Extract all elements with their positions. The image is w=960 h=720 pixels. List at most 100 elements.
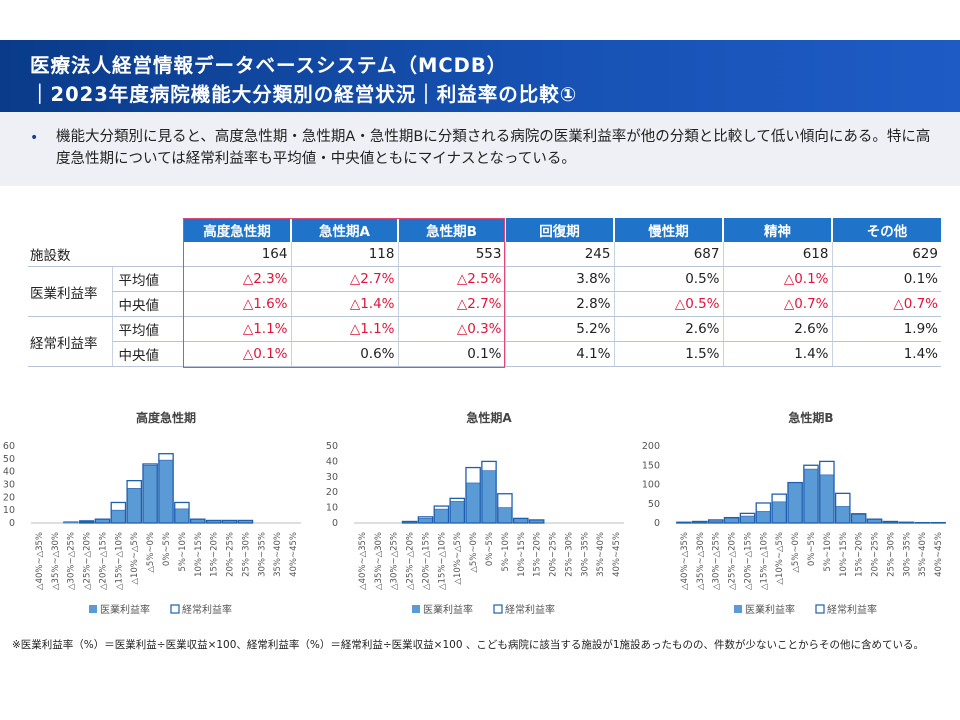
legend-label: 経常利益率 bbox=[827, 603, 877, 616]
histogram-acute-b: 急性期B 0 50 100 150 200 △40%~△35% △35%~△30% △30%~△… bbox=[642, 400, 950, 630]
bar-medical-profit bbox=[851, 514, 867, 524]
row-label: 施設数 bbox=[28, 242, 183, 267]
x-tick-label: 5%~10% bbox=[178, 532, 188, 572]
table-cell: 1.9% bbox=[831, 316, 941, 342]
bar-ordinary-profit bbox=[898, 521, 915, 524]
legend-swatch-ordinary bbox=[815, 604, 825, 614]
table-row: 経常利益率 平均値 △1.1% △1.1% △0.3% 5.2% 2.6% 2.… bbox=[28, 316, 941, 367]
y-tick-label: 0 bbox=[332, 518, 338, 529]
legend-swatch-medical bbox=[89, 605, 97, 613]
bar-ordinary-profit bbox=[692, 520, 708, 524]
table-header-row: 高度急性期 急性期A 急性期B 回復期 慢性期 精神 その他 bbox=[28, 218, 941, 242]
table-cell: 118 bbox=[290, 242, 398, 267]
title-banner: 医療法人経営情報データベースシステム（MCDB） ｜2023年度病院機能大分類別… bbox=[0, 40, 960, 112]
y-tick-label: 30 bbox=[3, 480, 15, 491]
table-cell: △1.1% bbox=[290, 316, 398, 342]
bar-ordinary-profit bbox=[433, 505, 450, 524]
y-tick-label: 10 bbox=[3, 505, 15, 516]
table-cell: 164 bbox=[182, 242, 291, 267]
x-tick-label: △35%~△30% bbox=[696, 532, 706, 590]
table-row: 中央値 △1.6% △1.4% △2.7% 2.8% △0.5% △0.7% △… bbox=[28, 291, 941, 317]
y-tick-label: 60 bbox=[3, 441, 15, 452]
bar-medical-profit bbox=[835, 506, 851, 524]
x-tick-label: 30%~35% bbox=[257, 532, 267, 577]
row-sub-label: 平均値 bbox=[111, 266, 183, 292]
x-tick-label: △15%~△10% bbox=[759, 532, 769, 590]
bar-ordinary-profit bbox=[110, 501, 127, 524]
bar-ordinary-profit bbox=[401, 520, 418, 524]
x-tick-label: △30%~△25% bbox=[390, 532, 400, 590]
histogram-svg: 急性期A 0 10 20 30 40 50 △40%~△35% △35%~△30% △30%~△2… bbox=[326, 410, 624, 616]
table-cell: 4.1% bbox=[504, 341, 614, 367]
bar-ordinary-profit bbox=[174, 501, 190, 524]
bar-medical-profit bbox=[63, 521, 79, 524]
bar-ordinary-profit bbox=[803, 464, 819, 524]
x-tick-label: △35%~△30% bbox=[51, 532, 61, 590]
x-tick-label: △15%~△10% bbox=[114, 532, 124, 590]
legend-swatch-ordinary bbox=[170, 604, 180, 614]
table-cell: 0.6% bbox=[290, 341, 398, 367]
row-group-label: 医業利益率 bbox=[28, 266, 112, 317]
table-cell: △2.3% bbox=[182, 266, 291, 292]
table-corner bbox=[112, 218, 183, 242]
bar-ordinary-profit bbox=[142, 463, 158, 524]
table-cell: 2.8% bbox=[504, 291, 614, 317]
row-sub-label: 中央値 bbox=[111, 341, 183, 367]
bar-ordinary-profit bbox=[819, 460, 835, 524]
histogram-acute-a: 急性期A 0 10 20 30 40 50 △40%~△35% △35%~△30% △30%~△2… bbox=[326, 400, 628, 630]
bar-medical-profit bbox=[433, 508, 449, 524]
table-corner bbox=[28, 218, 112, 242]
table-cell: 1.4% bbox=[831, 341, 941, 367]
x-tick-label: △30%~△25% bbox=[67, 532, 77, 590]
legend-swatch-medical bbox=[734, 605, 742, 613]
table-row: 医業利益率 平均値 △2.3% △2.7% △2.5% 3.8% 0.5% △0… bbox=[28, 266, 941, 317]
bar-medical-profit bbox=[110, 509, 126, 524]
x-tick-label: 0%~5% bbox=[162, 532, 172, 566]
x-tick-label: 35%~40% bbox=[918, 532, 928, 577]
bar-ordinary-profit bbox=[676, 521, 692, 524]
x-tick-label: △10%~△5% bbox=[130, 532, 140, 585]
y-tick-label: 40 bbox=[3, 467, 15, 478]
table-cell: 3.8% bbox=[504, 266, 614, 292]
x-tick-label: 10%~15% bbox=[839, 532, 849, 577]
bar-ordinary-profit bbox=[205, 519, 222, 524]
y-tick-label: 50 bbox=[3, 454, 15, 465]
column-header: その他 bbox=[831, 218, 941, 242]
table-cell: 687 bbox=[613, 242, 723, 267]
x-tick-label: △40%~△35% bbox=[358, 532, 368, 590]
table-cell: △0.7% bbox=[831, 291, 941, 317]
y-tick-label: 0 bbox=[9, 518, 15, 529]
column-header: 急性期B bbox=[397, 218, 505, 242]
row-sub-label: 平均値 bbox=[111, 316, 183, 342]
x-tick-label: △5%~0% bbox=[791, 532, 801, 573]
table-cell: 0.5% bbox=[613, 266, 723, 292]
table-cell: 618 bbox=[722, 242, 832, 267]
legend-label: 医業利益率 bbox=[100, 603, 150, 616]
x-tick-label: 10%~15% bbox=[194, 532, 204, 577]
bar-ordinary-profit bbox=[834, 492, 851, 524]
bar-ordinary-profit bbox=[707, 519, 724, 524]
x-tick-label: 15%~20% bbox=[210, 532, 220, 577]
table-cell: △0.5% bbox=[613, 291, 723, 317]
bar-medical-profit bbox=[449, 501, 465, 524]
column-header: 回復期 bbox=[504, 218, 614, 242]
table-cell: △1.1% bbox=[182, 316, 291, 342]
bar-ordinary-profit bbox=[189, 518, 206, 524]
x-tick-label: 30%~35% bbox=[902, 532, 912, 577]
x-tick-label: 20%~25% bbox=[871, 532, 881, 577]
chart-title: 急性期A bbox=[466, 410, 512, 425]
table-cell: 245 bbox=[504, 242, 614, 267]
bar-ordinary-profit bbox=[449, 497, 466, 524]
bar-ordinary-profit bbox=[882, 520, 899, 524]
legend-label: 経常利益率 bbox=[182, 603, 232, 616]
bar-ordinary-profit bbox=[755, 502, 772, 524]
table-cell: △2.7% bbox=[290, 266, 398, 292]
table-cell: 0.1% bbox=[831, 266, 941, 292]
table-cell: 2.6% bbox=[722, 316, 832, 342]
bar-medical-profit bbox=[771, 501, 787, 524]
table-cell: 629 bbox=[831, 242, 941, 267]
bar-ordinary-profit bbox=[417, 516, 434, 524]
table-cell: 1.4% bbox=[722, 341, 832, 367]
bar-ordinary-profit bbox=[771, 493, 788, 524]
